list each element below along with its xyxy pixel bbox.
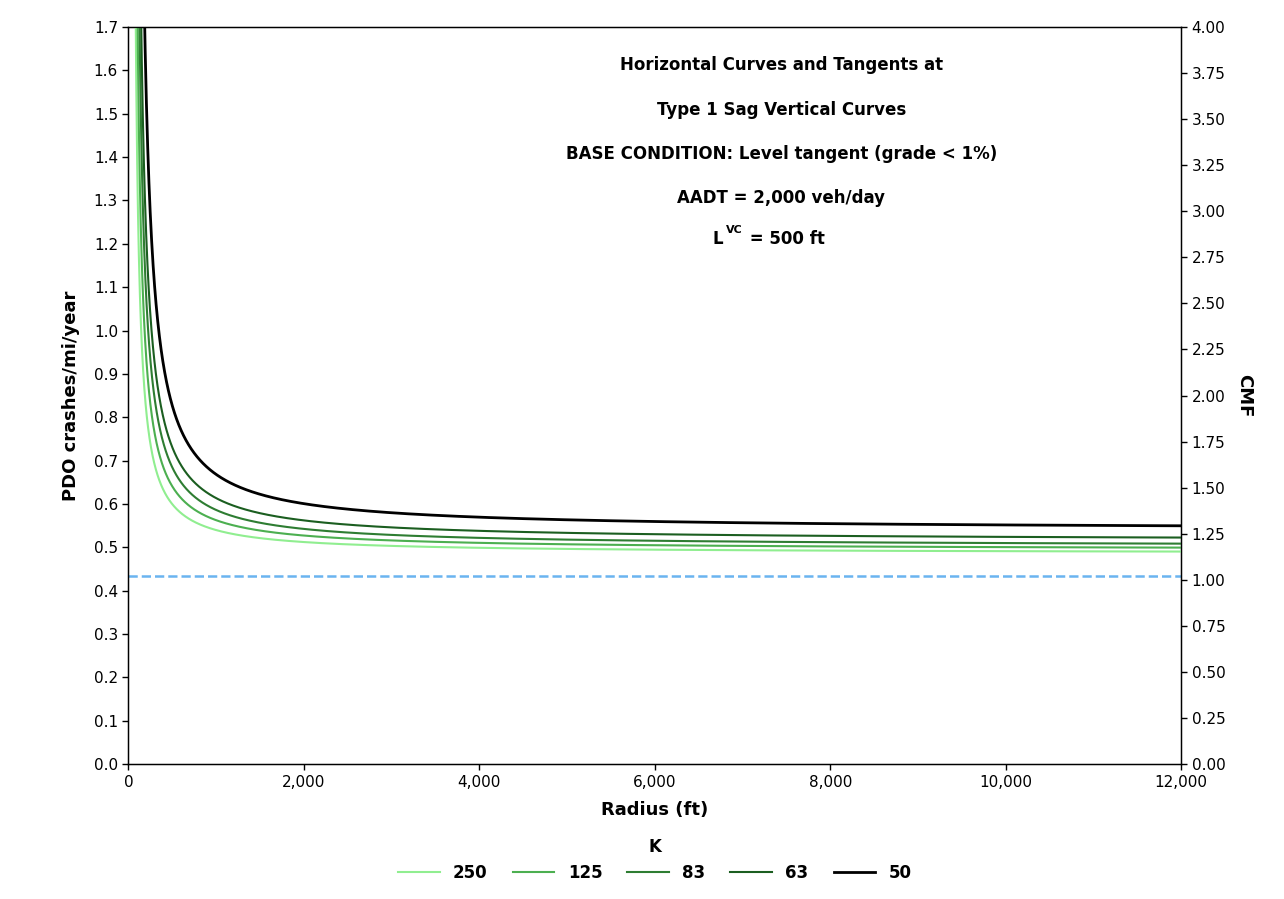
Text: Horizontal Curves and Tangents at: Horizontal Curves and Tangents at xyxy=(620,57,942,75)
Text: VC: VC xyxy=(727,225,743,235)
Text: = 500 ft: = 500 ft xyxy=(745,230,826,248)
X-axis label: Radius (ft): Radius (ft) xyxy=(601,801,709,819)
Text: Type 1 Sag Vertical Curves: Type 1 Sag Vertical Curves xyxy=(656,101,905,119)
Y-axis label: CMF: CMF xyxy=(1235,374,1253,417)
Text: BASE CONDITION: Level tangent (grade < 1%): BASE CONDITION: Level tangent (grade < 1… xyxy=(565,145,996,163)
Y-axis label: PDO crashes/mi/year: PDO crashes/mi/year xyxy=(62,290,80,501)
Legend: 250, 125, 83, 63, 50: 250, 125, 83, 63, 50 xyxy=(392,831,918,888)
Text: L: L xyxy=(713,230,723,248)
Text: AADT = 2,000 veh/day: AADT = 2,000 veh/day xyxy=(677,189,885,207)
